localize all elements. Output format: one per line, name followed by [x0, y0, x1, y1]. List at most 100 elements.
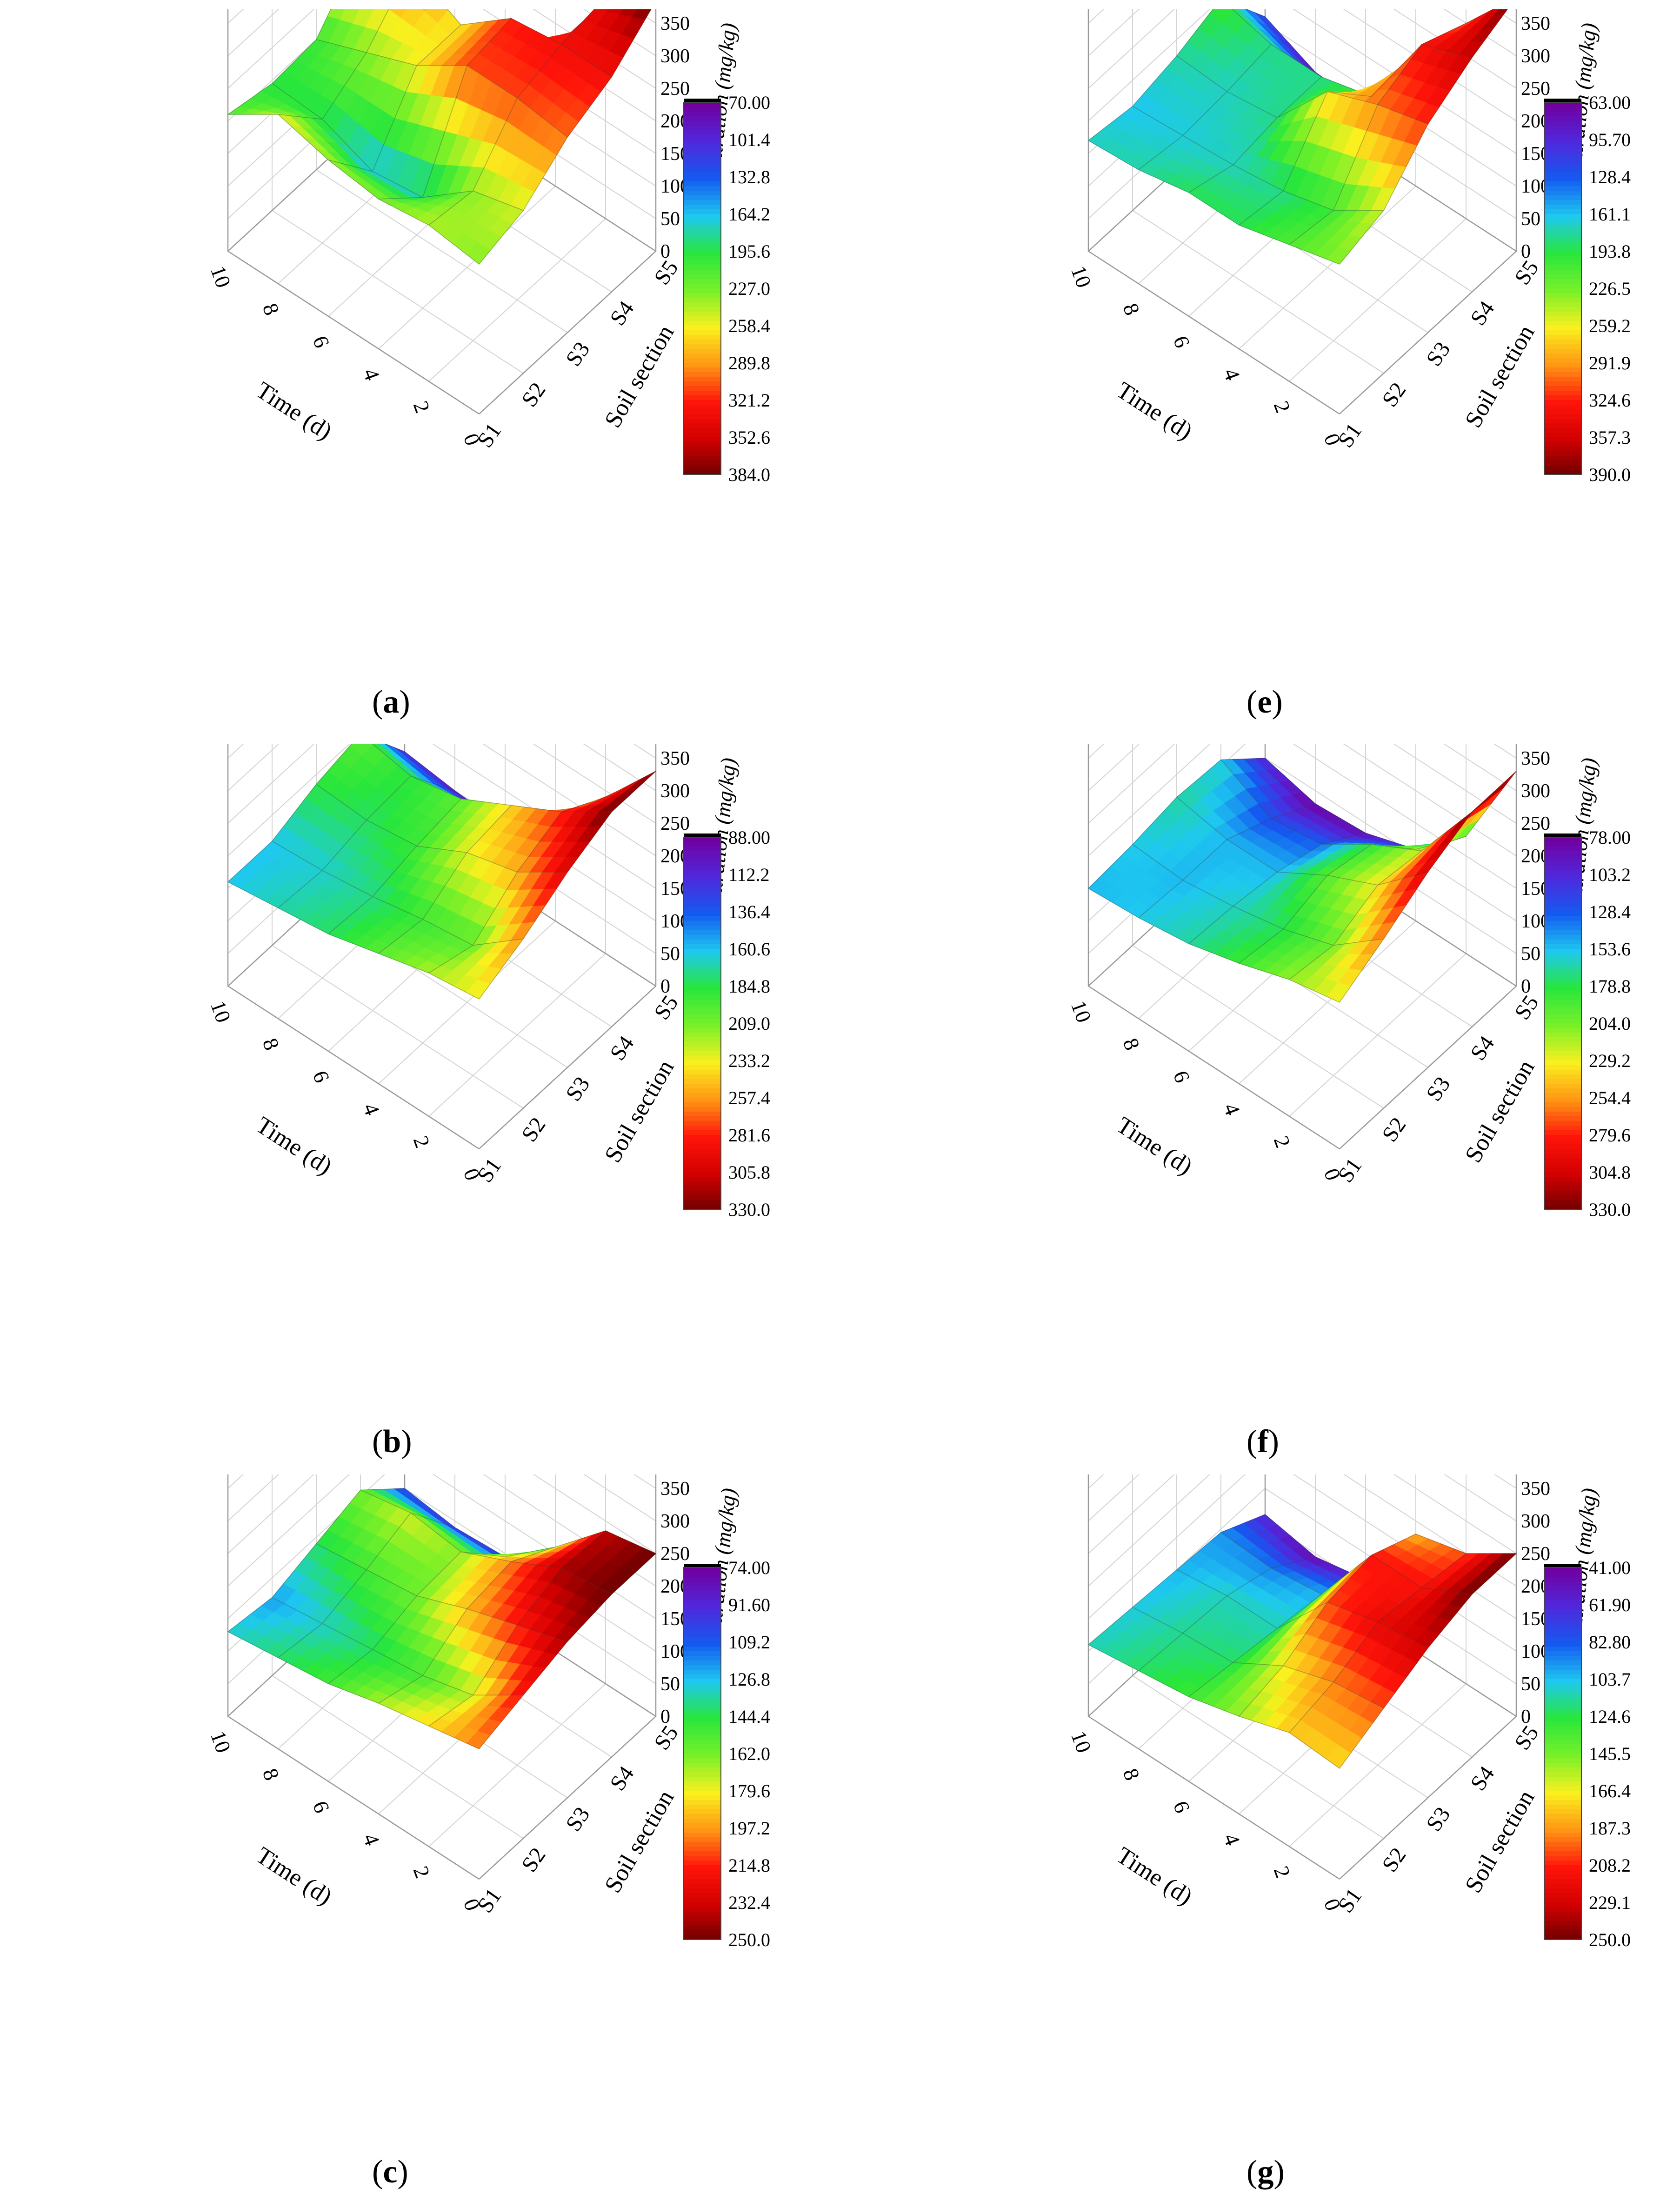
x-axis-title: Time (d)	[251, 377, 336, 445]
colorbar-segment	[684, 456, 721, 461]
colorbar-segment	[1544, 1167, 1581, 1173]
colorbar-segment	[1544, 167, 1581, 173]
colorbar-segment	[1544, 181, 1581, 187]
colorbar-segment	[1544, 879, 1581, 884]
colorbar-segment	[684, 1098, 721, 1103]
colorbar-segment	[684, 874, 721, 880]
colorbar-segment	[1544, 1060, 1581, 1066]
colorbar-segment	[684, 433, 721, 438]
colorbar-segment	[684, 414, 721, 419]
colorbar-segment	[1544, 865, 1581, 870]
colorbar-segment	[684, 991, 721, 996]
colorbar-segment	[684, 1009, 721, 1014]
colorbar-tick-label: 197.2	[728, 1818, 770, 1839]
z-tick-label: 300	[660, 1511, 690, 1532]
colorbar-segment	[1544, 991, 1581, 996]
colorbar-segment	[1544, 1586, 1581, 1591]
colorbar-segment	[684, 1721, 721, 1726]
colorbar-tick-label: 305.8	[728, 1162, 770, 1183]
colorbar-segment	[1544, 1619, 1581, 1624]
colorbar-segment	[684, 391, 721, 396]
y-tick-label: S4	[1466, 1762, 1499, 1795]
colorbar-segment	[684, 1902, 721, 1907]
colorbar-segment	[684, 1079, 721, 1084]
colorbar-segment	[684, 158, 721, 163]
colorbar-segment	[1544, 1800, 1581, 1805]
z-tick-label: 50	[660, 1674, 680, 1695]
colorbar-segment	[1544, 1726, 1581, 1731]
colorbar-segment	[1544, 233, 1581, 238]
colorbar-segment	[684, 930, 721, 935]
colorbar-segment	[684, 1874, 721, 1880]
colorbar-segment	[1544, 1642, 1581, 1647]
colorbar-segment	[1544, 981, 1581, 987]
colorbar-segment	[1544, 1135, 1581, 1140]
colorbar-segment	[684, 1847, 721, 1852]
colorbar-segment	[1544, 428, 1581, 433]
colorbar-segment	[1544, 874, 1581, 880]
floor-grid-line	[272, 945, 524, 1109]
colorbar-segment	[684, 1609, 721, 1614]
colorbar-segment	[1544, 940, 1581, 945]
colorbar-tick-label: 257.4	[728, 1087, 770, 1108]
colorbar-segment	[1544, 907, 1581, 912]
y-tick-label: S4	[605, 1762, 639, 1795]
colorbar-top-cap	[1544, 99, 1581, 102]
z-tick-label: 300	[1521, 780, 1550, 802]
colorbar-segment	[1544, 926, 1581, 931]
colorbar-segment	[1544, 270, 1581, 275]
colorbar-tick-label: 126.8	[728, 1669, 770, 1690]
colorbar-segment	[684, 1772, 721, 1777]
colorbar-segment	[1544, 935, 1581, 940]
colorbar-tick-label: 357.3	[1589, 427, 1631, 448]
chart-panel-f: 0246810S1S2S3S4S505010015020025030035040…	[870, 744, 1651, 1405]
colorbar-tick-label: 145.5	[1589, 1743, 1631, 1764]
floor-grid-line	[1132, 210, 1384, 374]
colorbar-segment	[1544, 884, 1581, 889]
y-tick-label: S4	[1466, 297, 1499, 330]
y-tick-label: S4	[605, 1032, 639, 1065]
colorbar-segment	[684, 135, 721, 140]
z-tick-label: 350	[660, 1478, 690, 1500]
colorbar-segment	[684, 400, 721, 405]
colorbar-segment	[684, 1879, 721, 1884]
colorbar-segment	[1544, 298, 1581, 303]
colorbar-segment	[1544, 228, 1581, 233]
colorbar-segment	[1544, 363, 1581, 368]
colorbar-segment	[684, 372, 721, 377]
colorbar-segment	[1544, 460, 1581, 466]
colorbar-segment	[1544, 1740, 1581, 1745]
colorbar-segment	[684, 447, 721, 452]
colorbar-segment	[684, 1730, 721, 1735]
colorbar-segment	[684, 167, 721, 173]
colorbar-segment	[1544, 1898, 1581, 1903]
colorbar-segment	[1544, 1102, 1581, 1107]
colorbar-segment	[684, 1674, 721, 1680]
colorbar-segment	[1544, 1009, 1581, 1014]
colorbar-segment	[684, 1186, 721, 1191]
y-tick-label: S3	[561, 1802, 594, 1836]
colorbar-segment	[684, 274, 721, 280]
colorbar-segment	[684, 1065, 721, 1070]
colorbar-segment	[684, 958, 721, 963]
colorbar-segment	[684, 898, 721, 903]
colorbar-segment	[1544, 1833, 1581, 1838]
colorbar-tick-label: 166.4	[1589, 1781, 1631, 1801]
colorbar-segment	[684, 1577, 721, 1582]
colorbar-segment	[684, 888, 721, 894]
y-tick-label: S2	[517, 1113, 550, 1147]
colorbar-segment	[684, 1795, 721, 1801]
x-tick-label: 6	[1169, 1798, 1195, 1816]
z-tick-label: 0	[660, 241, 670, 262]
surface-patch	[1327, 247, 1351, 265]
colorbar-segment	[684, 902, 721, 907]
colorbar-tick-label: 226.5	[1589, 278, 1631, 299]
colorbar-segment	[1544, 1879, 1581, 1884]
colorbar-segment	[684, 1767, 721, 1773]
colorbar-segment	[684, 1005, 721, 1010]
colorbar-tick-label: 124.6	[1589, 1706, 1631, 1727]
colorbar-segment	[684, 1567, 721, 1573]
colorbar-segment	[684, 293, 721, 298]
colorbar-segment	[1544, 1730, 1581, 1735]
colorbar-segment	[1544, 256, 1581, 261]
